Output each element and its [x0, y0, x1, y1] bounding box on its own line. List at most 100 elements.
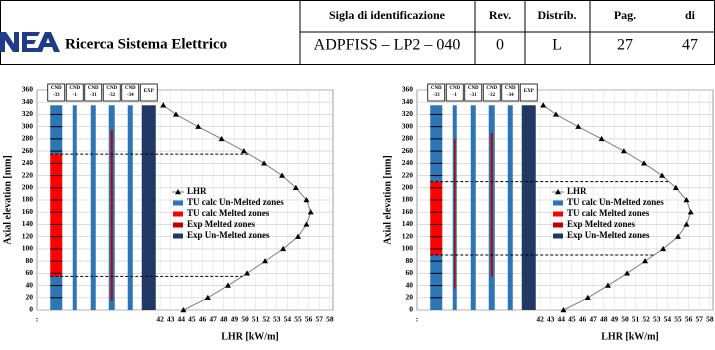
x-tick-label: 43 — [547, 315, 555, 324]
zone-bar — [127, 105, 133, 311]
y-tick-label: 140 — [402, 219, 414, 228]
y-axis-title: Axial elevation [mm] — [2, 155, 13, 244]
y-tick-label: 220 — [22, 170, 34, 179]
y-tick-label: 100 — [22, 244, 34, 253]
x-tick-label: 57 — [315, 315, 323, 324]
x-tick-label: 54 — [664, 315, 672, 324]
lhr-marker — [687, 209, 694, 215]
column-label-box — [482, 83, 501, 102]
lhr-marker — [160, 102, 167, 108]
logo-shape — [36, 32, 60, 52]
lhr-marker — [552, 111, 559, 117]
zone-bar — [430, 181, 443, 255]
logo-shape — [22, 32, 40, 52]
zone-bar — [110, 129, 113, 301]
y-tick-label: 340 — [402, 97, 414, 106]
y-tick-label: 360 — [22, 85, 34, 94]
rev-label: Rev. — [489, 8, 511, 22]
x-tick-label: 47 — [589, 315, 597, 324]
x-tick-label: 45 — [568, 315, 576, 324]
y-tick-label: 240 — [22, 158, 34, 167]
zone-bar — [90, 105, 96, 311]
distrib-value: L — [552, 37, 562, 54]
legend-swatch — [553, 222, 563, 228]
x-tick-label: 50 — [621, 315, 629, 324]
lhr-marker — [262, 258, 269, 264]
column-label: CND — [125, 86, 136, 91]
lhr-marker — [180, 307, 187, 313]
y-tick-label: 0 — [29, 305, 33, 314]
column-label-box — [47, 83, 66, 102]
x-tick-label: 48 — [220, 315, 228, 324]
legend-label: Exp Melted zones — [187, 219, 255, 229]
legend-label: TU calc Melted zones — [567, 208, 650, 218]
lhr-marker — [195, 123, 202, 129]
y-tick-label: 220 — [402, 170, 414, 179]
x-tick-label: 56 — [685, 315, 693, 324]
page-value: 27 — [617, 37, 633, 54]
lhr-marker — [294, 233, 301, 239]
rev-value: 0 — [496, 37, 504, 54]
x-tick-label: 45 — [188, 315, 196, 324]
y-tick-label: 240 — [402, 158, 414, 167]
lhr-marker — [641, 160, 648, 166]
y-tick-label: 280 — [22, 134, 34, 143]
y-tick-label: 260 — [22, 146, 34, 155]
column-label: -34 — [507, 93, 514, 98]
of-value: 47 — [682, 37, 698, 54]
y-tick-label: 80 — [406, 256, 414, 265]
legend-label: TU calc Un-Melted zones — [567, 197, 664, 207]
org-name: Ricerca Sistema Elettrico — [65, 36, 227, 52]
lhr-line — [162, 104, 312, 311]
legend-label: Exp Melted zones — [567, 219, 635, 229]
x-tick-label: 46 — [199, 315, 207, 324]
lhr-marker — [540, 102, 547, 108]
legend-swatch — [173, 233, 183, 239]
id-value: ADPFISS – LP2 – 040 — [314, 37, 461, 54]
zone-bar — [521, 105, 536, 311]
x-tick-label: 49 — [611, 315, 619, 324]
x-tick-label: : — [36, 315, 39, 324]
x-tick-label: 50 — [241, 315, 249, 324]
zone-bar — [430, 255, 443, 310]
legend-swatch — [553, 211, 563, 217]
lhr-marker — [660, 245, 667, 252]
lhr-marker — [307, 209, 314, 215]
x-axis-title: LHR [kW/m] — [601, 331, 659, 342]
legend-label: TU calc Un-Melted zones — [187, 197, 284, 207]
lhr-marker — [575, 123, 582, 129]
lhr-marker — [218, 135, 225, 142]
zone-bar — [490, 132, 493, 277]
lhr-marker — [280, 245, 287, 252]
legend-swatch — [553, 233, 563, 239]
chart: 0 20 40 60 80 100 120 140 160 180 200 220 240 260 280 3… — [382, 83, 714, 342]
y-tick-label: 0 — [409, 305, 413, 314]
column-label: -33 — [53, 93, 60, 98]
x-tick-label: 43 — [167, 315, 175, 324]
y-tick-label: 20 — [406, 292, 414, 301]
zone-bar — [470, 105, 476, 311]
column-label: CND — [431, 86, 442, 91]
y-tick-label: 320 — [402, 109, 414, 118]
y-tick-label: 120 — [402, 231, 414, 240]
column-label-box — [445, 83, 464, 102]
zone-bar — [430, 105, 443, 182]
y-tick-label: 280 — [402, 134, 414, 143]
x-tick-label: 49 — [231, 315, 239, 324]
column-label-box — [102, 83, 121, 102]
x-tick-label: 42 — [156, 315, 164, 324]
column-label: CND — [505, 86, 516, 91]
column-label-box — [519, 83, 538, 102]
column-label: CND — [51, 86, 62, 91]
lhr-marker — [584, 294, 591, 300]
lhr-marker — [620, 148, 627, 154]
lhr-marker — [642, 258, 649, 264]
column-label: -34 — [127, 93, 134, 98]
x-tick-label: 55 — [674, 315, 682, 324]
legend-label: Exp Un-Melted zones — [187, 230, 270, 240]
y-tick-label: 60 — [406, 268, 414, 277]
column-label: -32 — [108, 93, 115, 98]
x-tick-label: 44 — [558, 315, 566, 324]
column-label-box — [139, 83, 158, 102]
x-tick-label: : — [416, 315, 419, 324]
